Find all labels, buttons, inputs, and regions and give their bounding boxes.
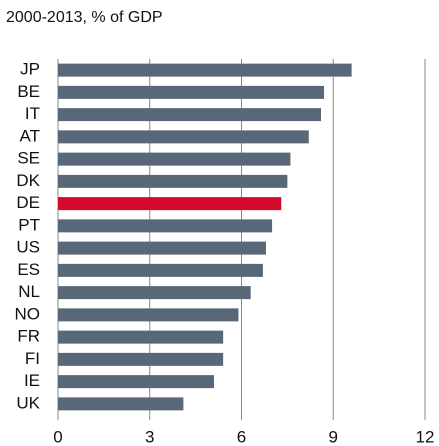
chart-title: 2000-2013, % of GDP (6, 9, 163, 26)
y-tick-label: FI (25, 349, 40, 368)
y-tick-label: ES (17, 260, 40, 279)
y-tick-label: IT (25, 104, 40, 123)
bar (58, 197, 282, 211)
y-tick-label: BE (17, 82, 40, 101)
y-tick-label: FR (17, 327, 40, 346)
bar (58, 219, 273, 233)
bar (58, 85, 325, 99)
y-tick-label: US (16, 238, 40, 257)
x-tick-label: 6 (237, 427, 246, 446)
y-tick-label: DK (16, 171, 40, 190)
bar (58, 130, 309, 144)
bar (58, 352, 224, 366)
bar (58, 286, 251, 300)
x-tick-label: 12 (416, 427, 435, 446)
y-tick-label: NO (15, 304, 41, 323)
x-tick-label: 0 (53, 427, 62, 446)
bar (58, 241, 266, 255)
y-tick-label: JP (20, 60, 40, 79)
bar (58, 330, 224, 344)
bar (58, 375, 214, 389)
bar (58, 308, 239, 322)
bar (58, 152, 291, 166)
bar (58, 397, 184, 411)
bar (58, 263, 263, 277)
y-tick-label: DE (16, 193, 40, 212)
y-tick-label: IE (24, 371, 40, 390)
y-tick-label: UK (16, 393, 40, 412)
x-tick-label: 9 (329, 427, 338, 446)
bar (58, 108, 322, 122)
y-tick-label: SE (17, 149, 40, 168)
x-tick-label: 3 (145, 427, 154, 446)
y-tick-label: NL (18, 282, 40, 301)
bar (58, 174, 288, 188)
y-tick-label: PT (18, 215, 40, 234)
y-tick-label: AT (20, 126, 40, 145)
bar (58, 63, 352, 77)
